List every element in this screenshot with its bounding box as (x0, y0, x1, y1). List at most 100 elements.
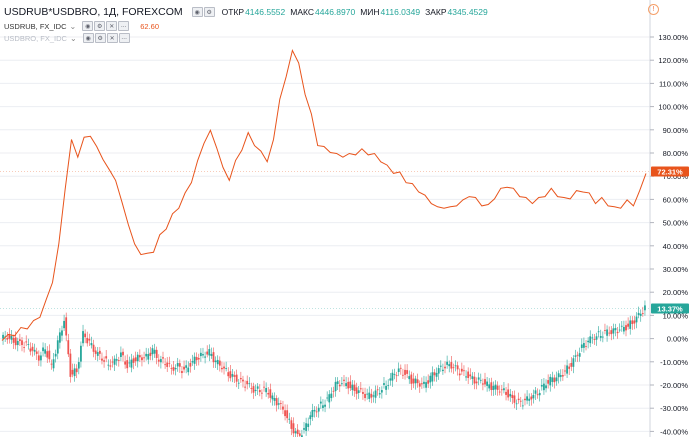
candle-body (644, 305, 646, 311)
candle-body (553, 377, 556, 383)
candle-body (376, 389, 379, 391)
low-label: МИН (360, 7, 380, 17)
chevron-down-icon[interactable]: ⌄ (69, 33, 77, 43)
high-value: 4446.8970 (315, 7, 356, 17)
candle-body (288, 418, 291, 420)
candle-body (223, 366, 225, 369)
candle-body (503, 388, 505, 391)
candle-body (75, 368, 78, 373)
candle-body (252, 386, 255, 393)
candle-body (385, 385, 387, 390)
candle-body (395, 375, 398, 377)
candle-body (33, 349, 36, 352)
eye-icon[interactable]: ◉ (191, 7, 203, 17)
candle-body (101, 358, 103, 361)
candle-body (425, 382, 427, 388)
candle-body (545, 385, 547, 389)
candle-body (21, 340, 23, 346)
eye-icon[interactable]: ◉ (82, 33, 94, 43)
main-series-title: USDRUB*USDBRO, 1Д, FOREXCOM (4, 6, 183, 18)
candle-body (292, 423, 295, 434)
y-tick-label: -30.00% (660, 404, 688, 413)
candle-body (250, 388, 253, 389)
gear-icon[interactable]: ⚙ (94, 21, 106, 31)
open-label: ОТКР (221, 7, 245, 17)
candle-body (357, 390, 360, 394)
candle-body (227, 372, 230, 377)
chevron-down-icon[interactable]: ⌄ (69, 21, 77, 31)
high-label: МАКС (290, 7, 315, 17)
info-icon[interactable]: ! (648, 4, 659, 15)
candle-body (82, 331, 84, 344)
eye-icon[interactable]: ◉ (82, 21, 94, 31)
candle-body (56, 340, 59, 354)
candle-body (107, 364, 110, 366)
candle-body (610, 330, 613, 335)
candle-body (98, 350, 101, 354)
candle-body (37, 355, 40, 361)
candle-body (317, 407, 320, 412)
y-tick-label: -20.00% (660, 381, 688, 390)
candle-body (132, 358, 135, 363)
more-icon[interactable]: … (118, 21, 130, 31)
candle-body (580, 344, 583, 348)
candle-body (214, 360, 217, 363)
candle-body (418, 383, 421, 387)
candle-body (505, 391, 507, 395)
candle-body (138, 355, 141, 358)
candle-body (538, 392, 541, 396)
candle-body (566, 365, 568, 374)
candle-body (536, 394, 539, 396)
candle-body (174, 368, 177, 370)
candle-body (359, 388, 362, 390)
candle-body (84, 333, 87, 338)
candle-body (601, 336, 604, 338)
candle-body (67, 340, 70, 355)
chart-legend: USDRUB*USDBRO, 1Д, FOREXCOM ◉ ⚙ ОТКР 414… (4, 4, 493, 44)
candle-body (627, 323, 630, 327)
candle-body (309, 415, 312, 420)
candle-body (301, 435, 303, 437)
candle-body (387, 385, 390, 387)
y-tick-label: 10.00% (663, 311, 689, 320)
candle-body (128, 362, 131, 364)
gear-icon[interactable]: ⚙ (94, 33, 106, 43)
close-icon[interactable]: ✕ (106, 33, 118, 43)
candle-body (181, 371, 183, 374)
candle-body (572, 358, 575, 367)
candle-body (587, 340, 590, 343)
candle-body (494, 384, 497, 390)
candle-body (90, 343, 93, 346)
candle-body (206, 351, 209, 355)
candle-body (540, 384, 543, 387)
main-last-value-label: 13.37% (657, 304, 683, 313)
candle-body (162, 357, 164, 359)
candle-body (126, 360, 129, 369)
candle-body (463, 370, 465, 372)
y-tick-label: 130.00% (658, 33, 688, 42)
main-last-value-label-bg (651, 303, 689, 314)
candle-body (61, 330, 63, 336)
more-icon[interactable]: … (118, 33, 130, 43)
candle-body (282, 406, 284, 410)
gear-icon[interactable]: ⚙ (203, 7, 215, 17)
candle-body (343, 379, 345, 381)
candle-body (305, 423, 308, 431)
usdbro-buttons: ◉ ⚙ ✕ … (82, 33, 131, 43)
candle-body (528, 398, 531, 401)
candle-body (326, 397, 329, 399)
candle-body (490, 382, 493, 391)
candle-body (65, 317, 68, 336)
candle-body (597, 331, 600, 333)
candle-body (517, 398, 520, 401)
candle-body (130, 359, 133, 368)
candle-body (307, 423, 310, 427)
candle-body (380, 390, 383, 393)
close-icon[interactable]: ✕ (106, 21, 118, 31)
candle-body (183, 366, 185, 370)
candle-body (521, 405, 524, 407)
candle-body (275, 398, 278, 406)
candle-body (202, 354, 204, 356)
candle-body (193, 356, 196, 364)
